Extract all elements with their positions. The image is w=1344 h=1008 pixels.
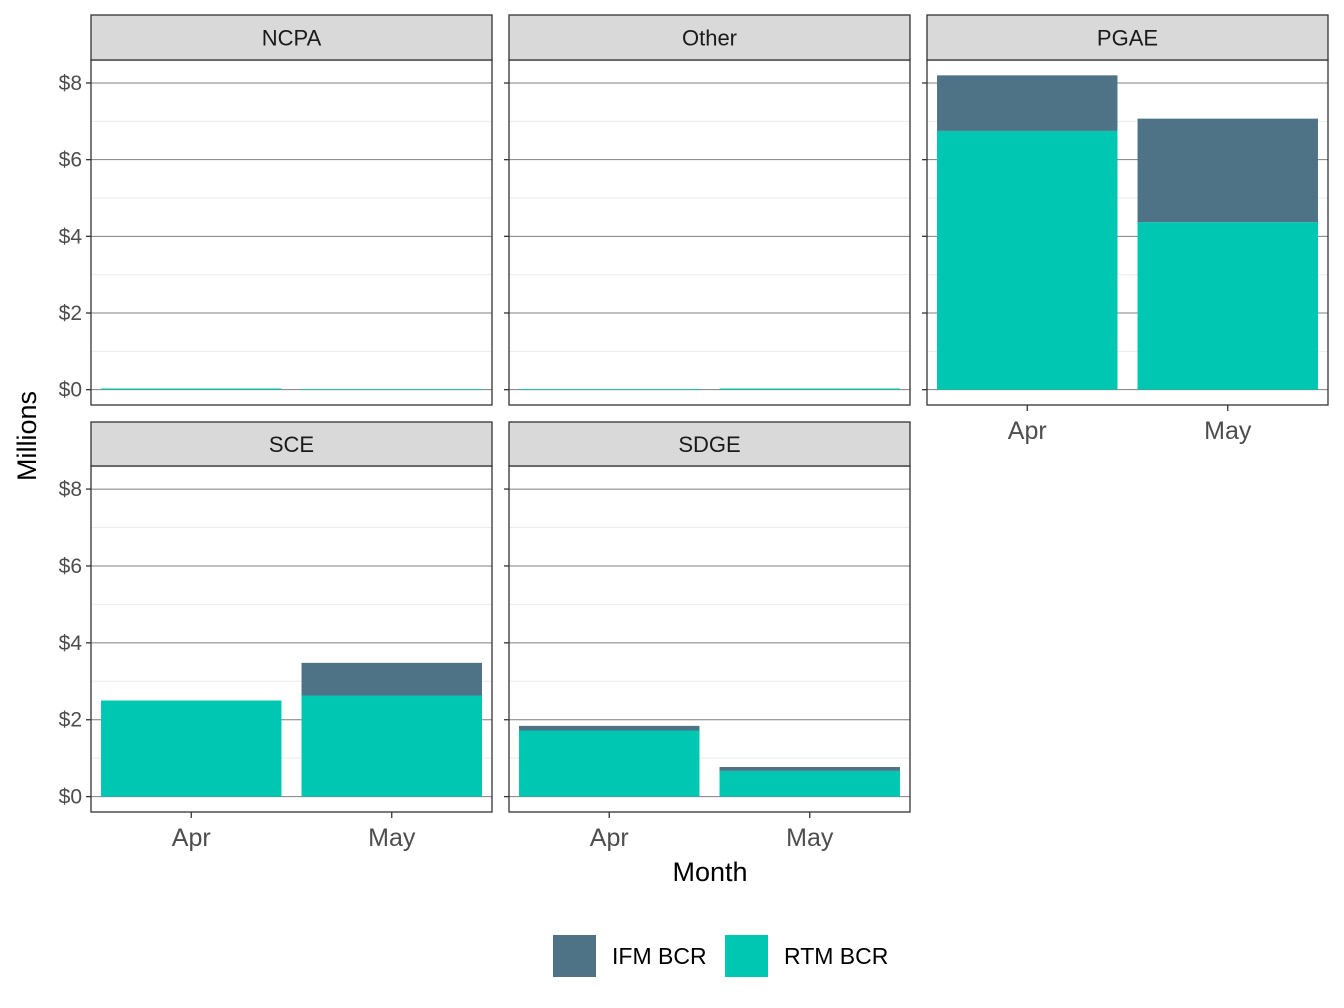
x-axis-title: Month <box>672 857 747 887</box>
bar-sce-apr-rtm-bcr <box>101 700 282 797</box>
bar-ncpa-apr-rtm-bcr <box>101 388 282 390</box>
legend-key-ifm-bcr <box>553 935 596 977</box>
strip-background <box>90 14 493 61</box>
facet-pgae: PGAE <box>922 14 1329 406</box>
bar-sce-may-ifm-bcr <box>301 662 482 696</box>
x-tick-label: Apr <box>1008 417 1047 445</box>
strip-label: Other <box>682 26 737 51</box>
y-tick-label: $4 <box>59 225 83 248</box>
facet-ncpa: NCPA $0 $2 $4 $6 $8 <box>59 14 493 406</box>
legend: IFM BCR RTM BCR <box>553 935 888 977</box>
strip-label: NCPA <box>262 26 322 51</box>
x-tick-label: Apr <box>590 824 629 852</box>
bar-pgae-may-rtm-bcr <box>1137 222 1318 390</box>
legend-label-ifm-bcr: IFM BCR <box>612 943 707 969</box>
y-tick-label: $6 <box>59 555 82 578</box>
y-tick-label: $6 <box>59 149 82 172</box>
bar-sce-may-rtm-bcr <box>301 695 482 797</box>
strip-background <box>508 14 911 61</box>
x-tick-label: May <box>786 824 834 852</box>
bar-sdge-may-ifm-bcr <box>719 767 900 771</box>
facet-panels: NCPA $0 $2 $4 $6 $8 Other PGAE SCE $0 $2 $4 $6 $8 SDGE <box>59 14 1329 813</box>
facet-sdge: SDGE <box>504 421 911 813</box>
x-tick-label: Apr <box>172 824 211 852</box>
legend-label-rtm-bcr: RTM BCR <box>784 943 888 969</box>
strip-background <box>508 421 911 467</box>
bar-pgae-apr-rtm-bcr <box>937 130 1118 390</box>
bar-other-apr-rtm-bcr <box>519 389 700 391</box>
strip-background <box>926 14 1329 61</box>
y-tick-label: $0 <box>59 786 82 809</box>
y-axis-title: Millions <box>12 391 42 481</box>
bar-sdge-apr-ifm-bcr <box>519 725 700 731</box>
y-tick-label: $4 <box>59 632 83 655</box>
y-tick-label: $2 <box>59 709 82 732</box>
strip-label: SCE <box>269 432 314 457</box>
bar-pgae-may-ifm-bcr <box>1137 118 1318 223</box>
facet-other: Other <box>504 14 911 406</box>
bar-sdge-may-rtm-bcr <box>719 770 900 797</box>
x-axis-ticks: Apr May Apr May Apr May <box>172 405 1252 852</box>
bar-pgae-apr-ifm-bcr <box>937 75 1118 131</box>
panel-background <box>509 60 910 405</box>
x-tick-label: May <box>1204 417 1252 445</box>
bar-other-may-rtm-bcr <box>719 388 900 390</box>
panel-background <box>91 60 492 405</box>
facet-sce: SCE $0 $2 $4 $6 $8 <box>59 421 493 813</box>
y-tick-label: $2 <box>59 302 82 325</box>
y-tick-label: $8 <box>59 478 82 501</box>
strip-background <box>90 421 493 467</box>
x-tick-label: May <box>368 824 416 852</box>
strip-label: PGAE <box>1097 26 1158 51</box>
y-tick-label: $8 <box>59 72 82 95</box>
bar-ncpa-may-rtm-bcr <box>301 389 482 391</box>
bar-sdge-apr-rtm-bcr <box>519 730 700 797</box>
strip-label: SDGE <box>678 432 740 457</box>
legend-key-rtm-bcr <box>725 935 768 977</box>
y-tick-label: $0 <box>59 379 82 402</box>
